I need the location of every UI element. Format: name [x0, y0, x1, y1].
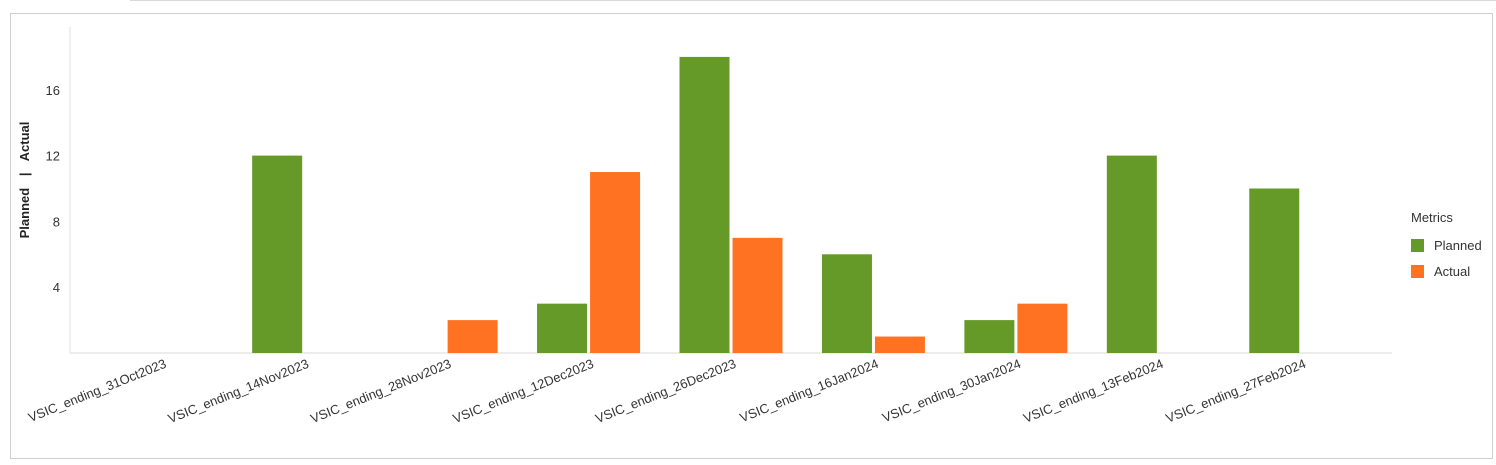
y-tick-labels: 4 8 12 16	[46, 83, 60, 295]
bar-planned[interactable]	[821, 254, 872, 353]
x-tick-labels: VSIC_ending_31Oct2023VSIC_ending_14Nov20…	[26, 356, 1308, 426]
bars	[252, 56, 1300, 354]
y-tick-label: 12	[46, 149, 60, 164]
x-tick-label: VSIC_ending_14Nov2023	[166, 356, 311, 426]
x-tick-label: VSIC_ending_16Jan2024	[738, 356, 881, 425]
y-axis-label-separator: |	[17, 173, 32, 177]
legend-label-actual[interactable]: Actual	[1434, 264, 1470, 279]
bar-actual[interactable]	[732, 237, 783, 353]
bar-planned[interactable]	[537, 303, 588, 353]
x-tick-label: VSIC_ending_30Jan2024	[880, 356, 1023, 425]
bar-actual[interactable]	[874, 336, 925, 353]
bar-planned[interactable]	[964, 320, 1015, 353]
bar-actual[interactable]	[447, 320, 498, 353]
legend-title: Metrics	[1411, 210, 1453, 225]
top-strip	[0, 0, 1496, 4]
y-axis-label-planned: Planned	[17, 188, 32, 239]
bar-planned[interactable]	[252, 155, 303, 353]
y-axis-label-actual: Actual	[17, 122, 32, 162]
svg-text:Planned | Actual: Planned | Actual	[17, 122, 32, 239]
y-tick-label: 8	[53, 214, 60, 229]
bar-planned[interactable]	[1106, 155, 1157, 353]
y-tick-label: 16	[46, 83, 60, 98]
x-tick-label: VSIC_ending_26Dec2023	[593, 356, 738, 426]
y-axis-title: Planned | Actual	[17, 122, 32, 239]
bar-planned[interactable]	[679, 56, 730, 354]
bar-actual[interactable]	[590, 172, 641, 353]
tab-edge-line	[130, 0, 1496, 1]
legend-swatch-actual[interactable]	[1411, 265, 1424, 278]
y-tick-label: 4	[53, 280, 60, 295]
legend: Metrics Planned Actual	[1411, 210, 1482, 279]
legend-label-planned[interactable]: Planned	[1434, 238, 1482, 253]
bar-actual[interactable]	[1017, 303, 1068, 353]
x-tick-label: VSIC_ending_12Dec2023	[451, 356, 596, 426]
x-tick-label: VSIC_ending_27Feb2024	[1164, 356, 1308, 426]
x-tick-label: VSIC_ending_31Oct2023	[26, 356, 168, 425]
x-tick-label: VSIC_ending_13Feb2024	[1021, 356, 1165, 426]
bar-planned[interactable]	[1249, 188, 1300, 354]
legend-swatch-planned[interactable]	[1411, 239, 1424, 252]
x-tick-label: VSIC_ending_28Nov2023	[308, 356, 453, 426]
